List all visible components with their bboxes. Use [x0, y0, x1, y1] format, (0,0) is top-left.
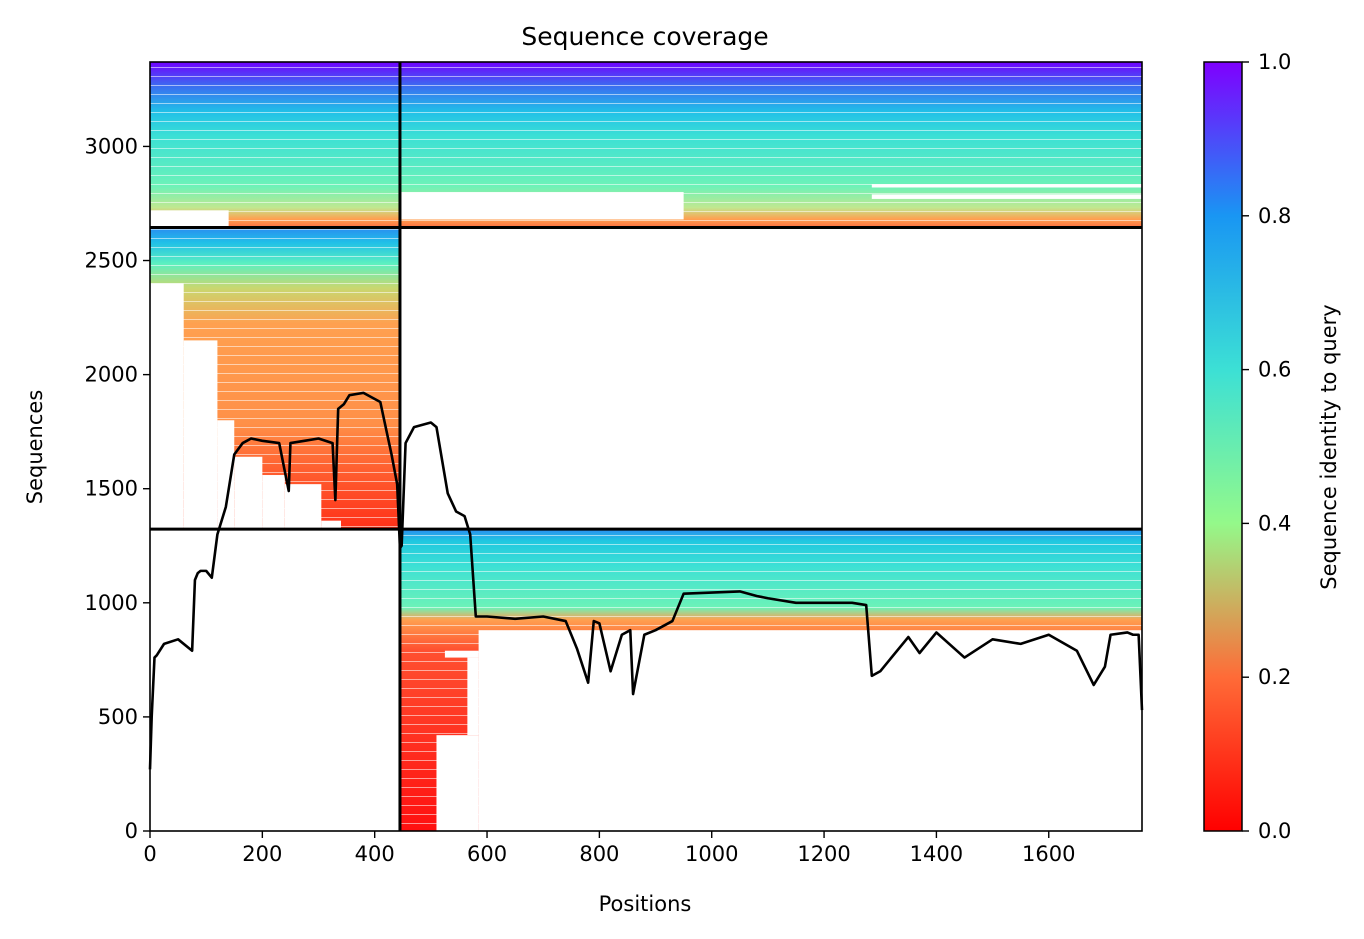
uncovered-region	[183, 340, 218, 530]
colorbar-gradient	[1203, 61, 1243, 832]
x-tick-label: 1000	[685, 842, 738, 866]
x-tick-label: 1400	[910, 842, 963, 866]
x-tick-label: 1600	[1022, 842, 1075, 866]
block-dividers	[150, 62, 1142, 831]
y-tick-label: 2000	[85, 363, 138, 387]
coverage-line	[148, 391, 1144, 770]
x-axis-label: Positions	[599, 892, 692, 916]
uncovered-region	[321, 520, 341, 530]
x-tick-label: 400	[355, 842, 395, 866]
colorbar-tick-label: 0.4	[1258, 511, 1291, 535]
y-tick-label: 1500	[85, 477, 138, 501]
colorbar-tick-label: 0.2	[1258, 665, 1291, 689]
y-tick-label: 0	[125, 819, 138, 843]
chart-title: Sequence coverage	[521, 22, 768, 51]
x-tick-label: 200	[242, 842, 282, 866]
x-tick-label: 600	[467, 842, 507, 866]
x-tick-label: 0	[143, 842, 156, 866]
y-tick-label: 2500	[85, 249, 138, 273]
y-tick-label: 3000	[85, 134, 138, 158]
colorbar-tick-label: 0.6	[1258, 358, 1291, 382]
uncovered-region	[467, 657, 479, 736]
colorbar-tick-label: 1.0	[1258, 50, 1291, 74]
uncovered-region	[436, 735, 479, 831]
uncovered-region	[217, 420, 235, 530]
coverage-line-layer	[148, 391, 1144, 770]
colorbar-tick-label: 0.8	[1258, 204, 1291, 228]
coverage-blocks	[150, 62, 1142, 831]
colorbar-ticks: 0.0 0.2 0.4 0.6 0.8 1.0	[1242, 50, 1291, 843]
y-axis-label: Sequences	[23, 390, 47, 505]
plot-frame	[149, 61, 1143, 832]
axes: 0 200 400 600 800 1000 1200 1400 1600 0 500 1000 150…	[85, 61, 1143, 866]
y-tick-label: 500	[98, 705, 138, 729]
uncovered-region	[478, 630, 1142, 831]
colorbar: 0.0 0.2 0.4 0.6 0.8 1.0 Sequence identity to …	[1203, 50, 1341, 843]
colorbar-label: Sequence identity to query	[1317, 304, 1341, 589]
uncovered-region	[871, 184, 1142, 188]
uncovered-region	[444, 650, 479, 658]
uncovered-region	[262, 475, 285, 530]
uncovered-region	[150, 210, 229, 228]
uncovered-region	[871, 194, 1142, 199]
uncovered-region	[234, 456, 263, 530]
uncovered-region	[150, 283, 184, 530]
y-tick-label: 1000	[85, 591, 138, 615]
x-tick-label: 1200	[797, 842, 850, 866]
uncovered-region	[284, 484, 322, 530]
colorbar-tick-label: 0.0	[1258, 819, 1291, 843]
x-tick-label: 800	[579, 842, 619, 866]
uncovered-region	[399, 192, 684, 220]
